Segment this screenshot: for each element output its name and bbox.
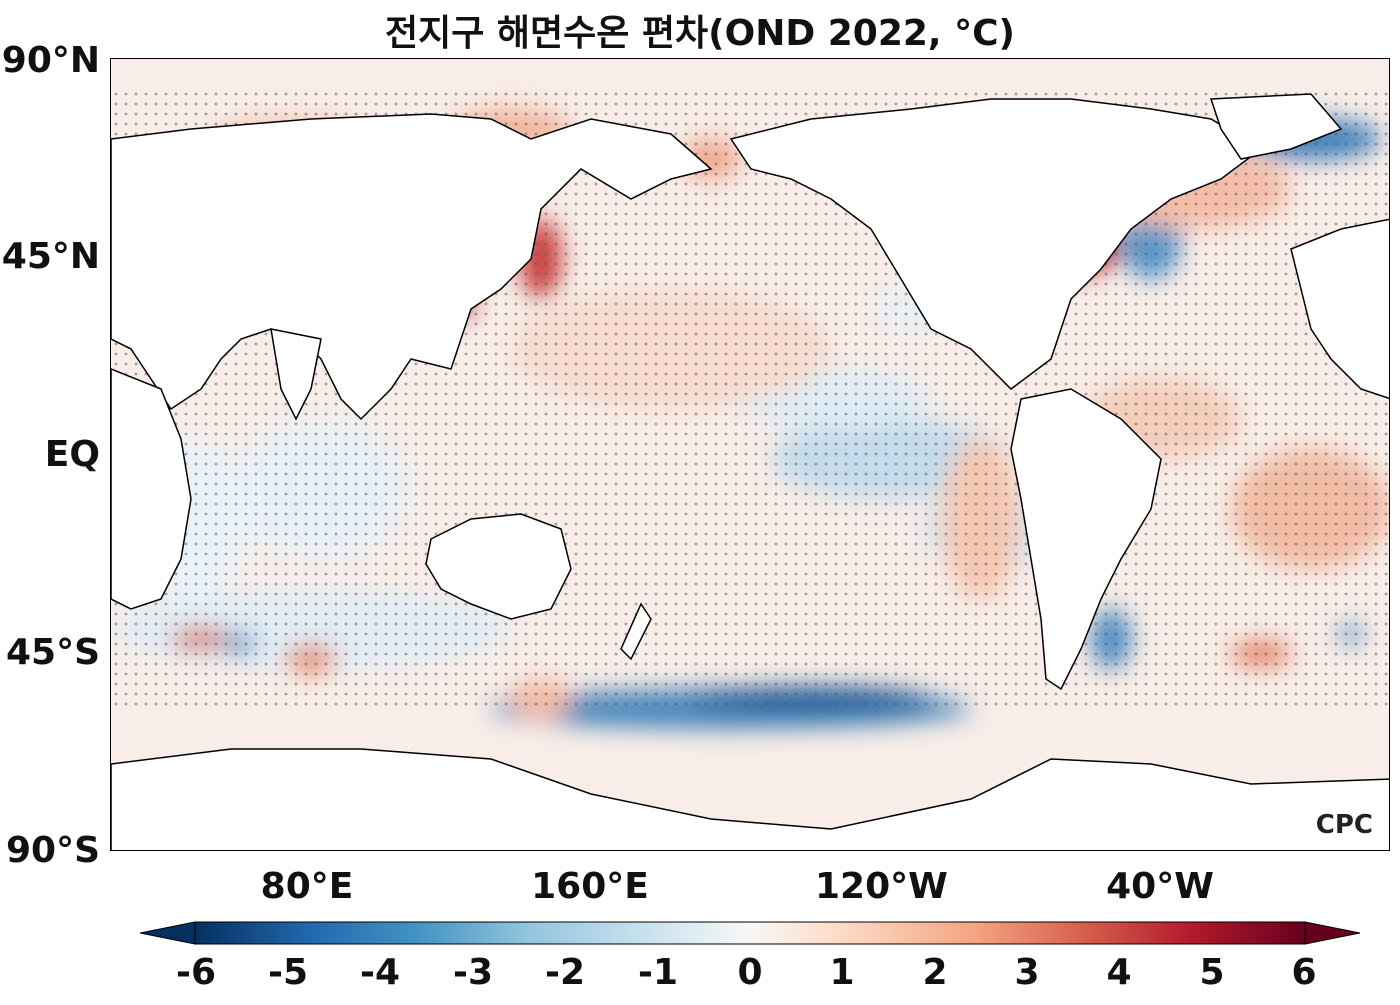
colorbar-max-arrow [1304,921,1360,945]
colorbar-tick: -4 [360,952,400,993]
lon-label-40w: 40°W [1106,866,1214,907]
map-svg [111,59,1389,850]
colorbar-tick: 1 [829,952,855,993]
north-america-landmass [729,98,1263,390]
colorbar [140,921,1360,945]
colorbar-tick: -2 [545,952,585,993]
colorbar-tick: 5 [1199,952,1225,993]
greenland-landmass [1209,93,1343,160]
colorbar-tick: -6 [176,952,216,993]
europe-africa-east-landmass [1290,218,1389,400]
colorbar-tick: -5 [268,952,308,993]
colorbar-tick: 2 [922,952,948,993]
south-america-landmass [1010,388,1162,691]
lat-label-90n: 90°N [1,40,100,81]
lat-label-eq: EQ [44,434,100,475]
lon-label-80e: 80°E [260,866,354,907]
cpc-logo: CPC [1315,810,1373,840]
sst-anomaly-map: CPC [110,58,1390,851]
lat-label-90s: 90°S [5,830,100,871]
colorbar-tick: 4 [1106,952,1132,993]
colorbar-min-arrow [140,921,196,945]
land-masses [111,93,1389,850]
africa-landmass [111,368,192,610]
lon-label-160e: 160°E [531,866,649,907]
lat-label-45n: 45°N [1,236,100,277]
colorbar-tick: 6 [1291,952,1317,993]
map-title: 전지구 해면수온 편차(OND 2022, °C) [384,13,1016,54]
australia-landmass [425,513,572,620]
lon-label-120w: 120°W [815,866,948,907]
new-zealand-landmass [620,602,652,661]
lat-label-45s: 45°S [5,632,100,673]
colorbar-tick: -1 [638,952,678,993]
colorbar-tick: -3 [453,952,493,993]
colorbar-tick: 3 [1014,952,1040,993]
colorbar-gradient [194,921,1306,945]
india-landmass [270,328,322,421]
antarctica-landmass [111,748,1389,850]
colorbar-tick: 0 [737,952,763,993]
eurasia-landmass [111,113,713,421]
